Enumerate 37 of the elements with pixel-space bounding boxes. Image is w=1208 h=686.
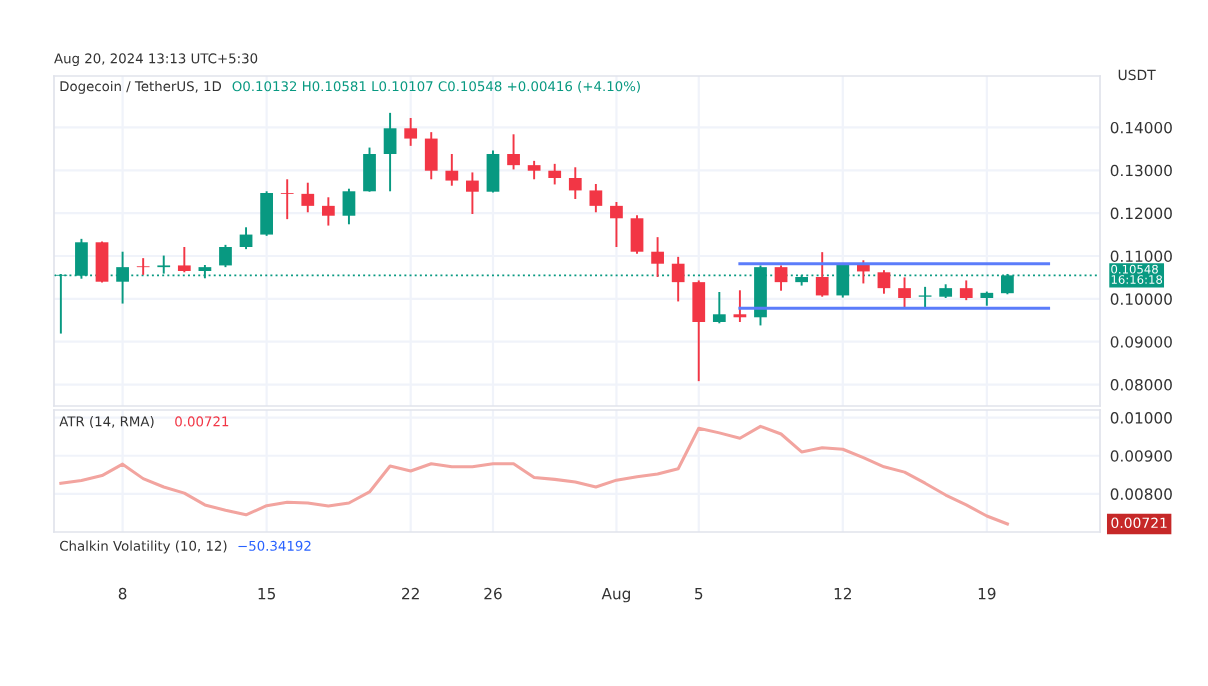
candlestick xyxy=(527,159,541,181)
line-series xyxy=(59,424,1009,526)
candlestick xyxy=(424,131,438,181)
candlestick xyxy=(301,181,315,214)
candlestick xyxy=(898,276,911,310)
candlestick xyxy=(630,214,644,255)
candlestick xyxy=(136,257,150,276)
candlestick xyxy=(877,269,891,295)
candlestick xyxy=(486,149,500,194)
candlestick xyxy=(610,201,623,248)
candlestick xyxy=(383,111,397,193)
candlestick xyxy=(671,255,685,303)
candlestick xyxy=(918,285,932,310)
candlestick xyxy=(177,246,191,274)
candlestick xyxy=(959,279,973,302)
candlestick xyxy=(568,166,582,200)
candlestick xyxy=(692,279,706,383)
candlestick xyxy=(445,153,459,187)
candlestick xyxy=(589,183,603,214)
candlestick xyxy=(260,190,274,237)
candlestick xyxy=(856,259,870,285)
candlestick xyxy=(219,243,232,269)
candlestick xyxy=(342,187,356,226)
candlestick xyxy=(239,226,253,251)
candlestick xyxy=(815,251,829,298)
candlestick xyxy=(507,133,520,171)
candlestick xyxy=(321,196,335,227)
candlestick xyxy=(404,117,418,147)
candlestick xyxy=(280,178,294,221)
candlestick xyxy=(733,289,747,323)
candlestick xyxy=(774,264,788,292)
candlestick xyxy=(548,162,562,186)
candlestick xyxy=(466,171,479,215)
candlestick xyxy=(651,236,664,278)
candlestick xyxy=(363,146,376,193)
candlestick xyxy=(712,291,726,325)
candlestick xyxy=(95,240,109,284)
